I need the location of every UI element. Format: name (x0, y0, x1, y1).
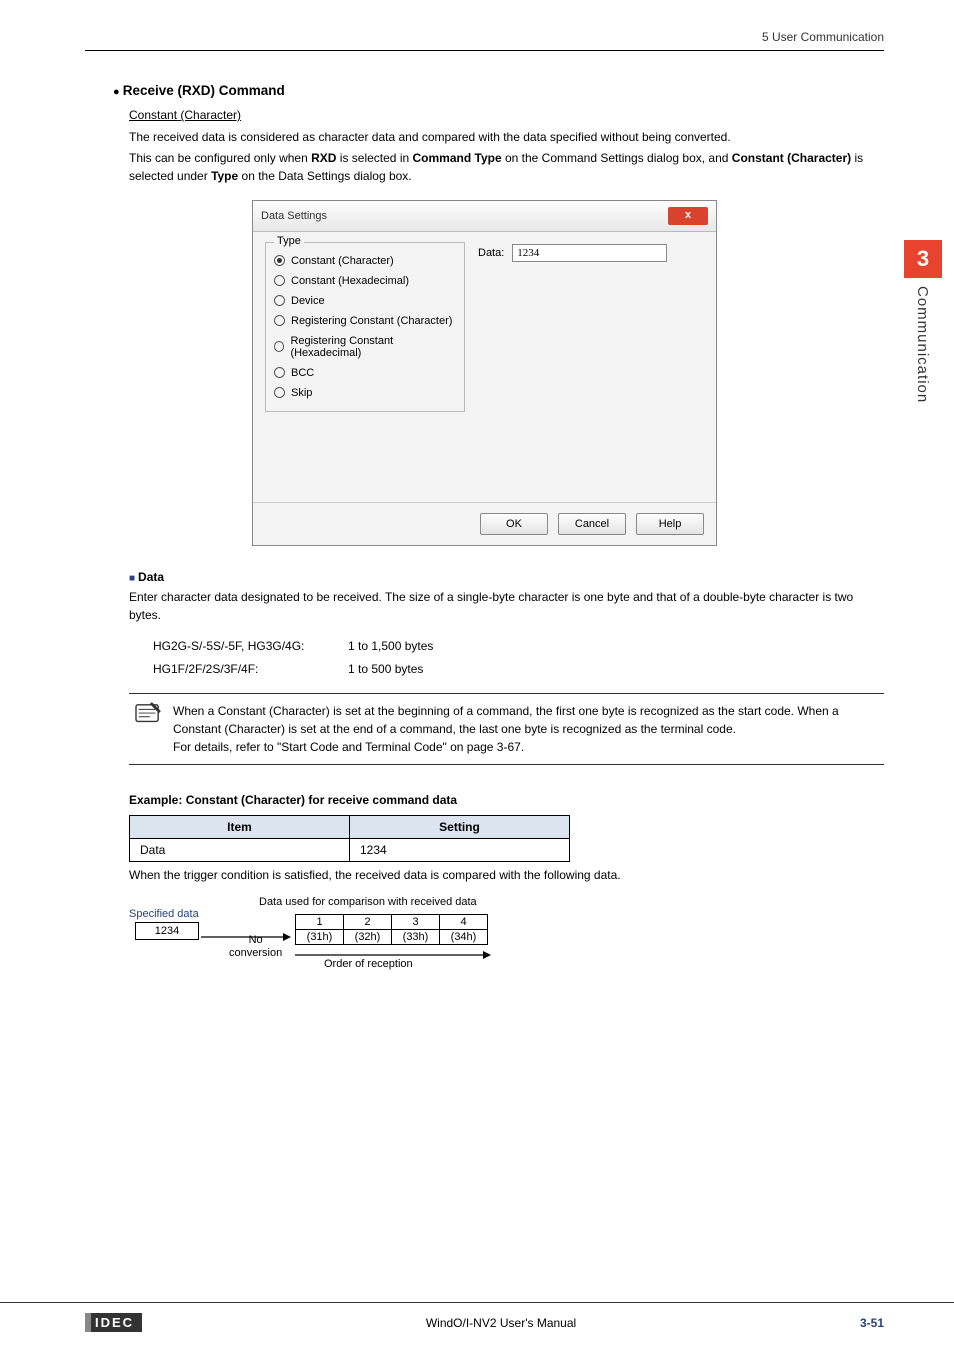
help-button[interactable]: Help (636, 513, 704, 535)
square-bullet-icon: ■ (129, 573, 135, 584)
table-cell-setting: 1234 (350, 838, 570, 861)
type-group-label: Type (274, 235, 304, 247)
chapter-number: 3 (904, 240, 942, 278)
order-of-reception-label: Order of reception (324, 958, 413, 970)
cancel-button[interactable]: Cancel (558, 513, 626, 535)
example-title: Example: Constant (Character) for receiv… (129, 793, 884, 807)
radio-icon (274, 275, 285, 286)
data-field-label: Data: (478, 247, 504, 259)
note-line-2: For details, refer to "Start Code and Te… (173, 738, 880, 756)
note-line-1: When a Constant (Character) is set at th… (173, 702, 880, 738)
byte-range-row: HG1F/2F/2S/3F/4F:1 to 500 bytes (153, 658, 884, 681)
specified-data-value: 1234 (135, 922, 199, 940)
table-cell-item: Data (130, 838, 350, 861)
footer-page-number: 3-51 (860, 1316, 884, 1330)
table-header-item: Item (130, 815, 350, 838)
byte-table: 1 2 3 4 (31h) (32h) (33h) (34h) (295, 914, 488, 945)
comparison-diagram: Data used for comparison with received d… (129, 896, 609, 986)
radio-reg-constant-character[interactable]: Registering Constant (Character) (274, 311, 456, 331)
section-subheading: Constant (Character) (129, 108, 884, 122)
diagram-caption: Data used for comparison with received d… (259, 896, 477, 908)
close-icon[interactable]: x (668, 207, 708, 225)
data-settings-dialog: Data Settings x Type Constant (Character… (252, 200, 717, 546)
section-para-2: This can be configured only when RXD is … (129, 149, 884, 186)
example-table: Item Setting Data 1234 (129, 815, 570, 862)
note-box: When a Constant (Character) is set at th… (129, 693, 884, 765)
radio-icon (274, 295, 285, 306)
section-para-1: The received data is considered as chara… (129, 128, 884, 147)
footer-manual-title: WindO/I-NV2 User's Manual (426, 1316, 576, 1330)
chapter-side-tab: 3 Communication (904, 240, 954, 403)
page-footer: IDEC WindO/I-NV2 User's Manual 3-51 (0, 1302, 954, 1350)
radio-device[interactable]: Device (274, 291, 456, 311)
example-note: When the trigger condition is satisfied,… (129, 868, 884, 882)
dialog-titlebar: Data Settings x (253, 201, 716, 232)
data-subsection-desc: Enter character data designated to be re… (129, 588, 884, 625)
radio-icon (274, 367, 285, 378)
specified-data-label: Specified data (129, 908, 199, 920)
radio-skip[interactable]: Skip (274, 383, 456, 403)
radio-icon (274, 255, 285, 266)
type-group: Type Constant (Character) Constant (Hexa… (265, 242, 465, 412)
radio-constant-hex[interactable]: Constant (Hexadecimal) (274, 271, 456, 291)
header-breadcrumb: 5 User Communication (85, 30, 884, 51)
radio-icon (274, 341, 284, 352)
chapter-name: Communication (914, 286, 931, 403)
radio-icon (274, 315, 285, 326)
ok-button[interactable]: OK (480, 513, 548, 535)
note-icon (133, 702, 163, 726)
radio-bcc[interactable]: BCC (274, 363, 456, 383)
radio-icon (274, 387, 285, 398)
radio-constant-character[interactable]: Constant (Character) (274, 251, 456, 271)
dialog-title: Data Settings (261, 210, 327, 222)
radio-reg-constant-hex[interactable]: Registering Constant (Hexadecimal) (274, 331, 456, 363)
data-subsection-title: ■Data (129, 570, 884, 584)
data-input[interactable] (512, 244, 667, 262)
table-header-setting: Setting (350, 815, 570, 838)
section-heading: Receive (RXD) Command (113, 83, 884, 98)
idec-logo: IDEC (85, 1313, 142, 1332)
no-conversion-label: No conversion (229, 934, 282, 960)
byte-range-row: HG2G-S/-5S/-5F, HG3G/4G:1 to 1,500 bytes (153, 635, 884, 658)
